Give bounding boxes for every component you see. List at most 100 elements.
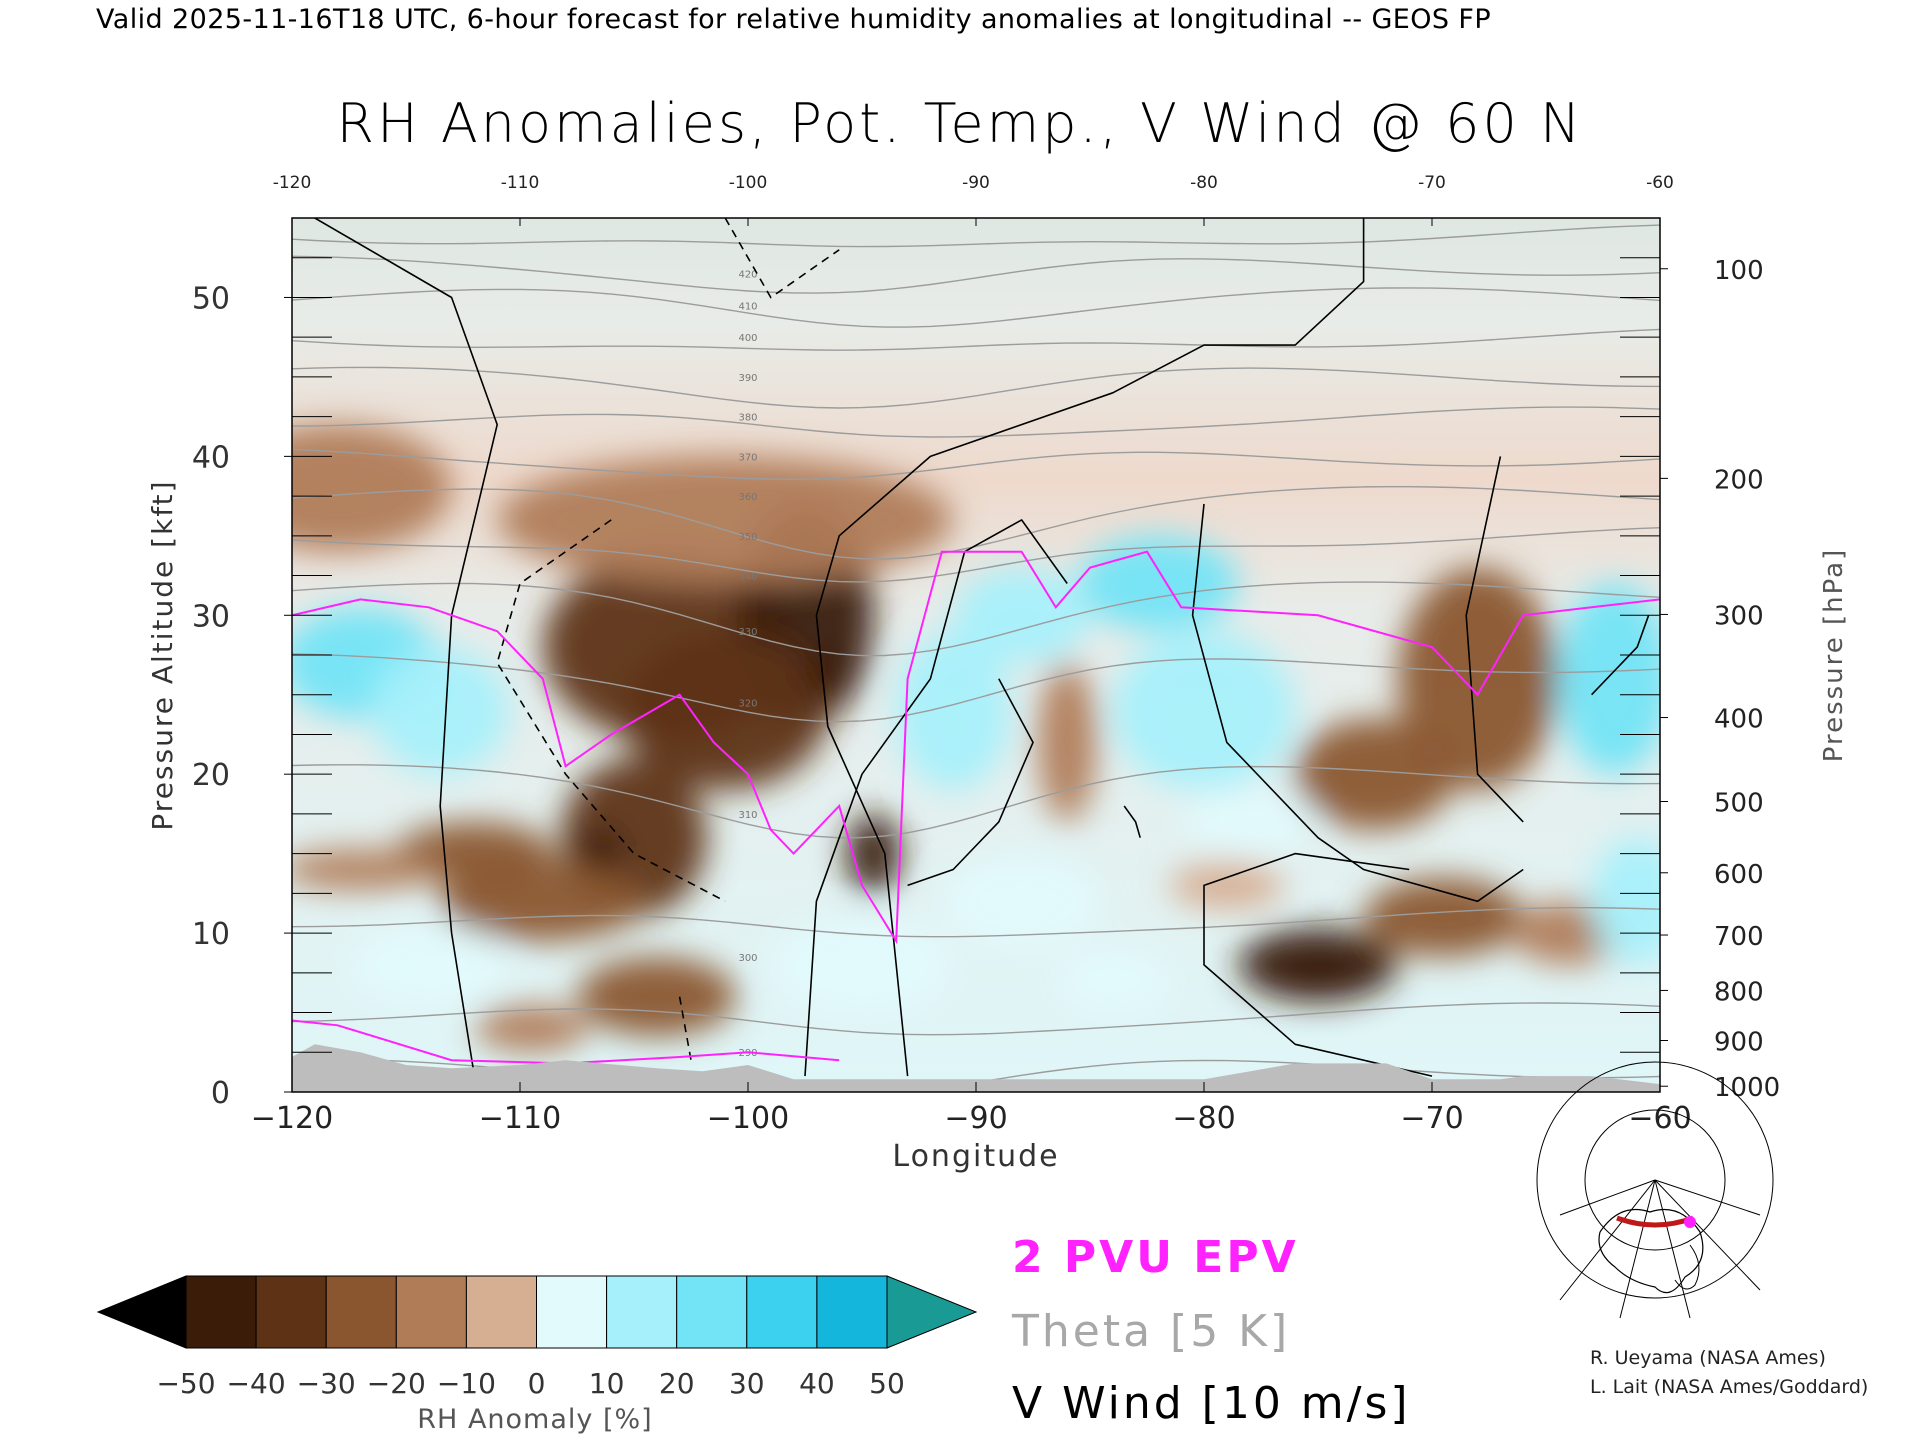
pressure-tick-label: 700: [1714, 922, 1764, 952]
theta-contour-line: [292, 448, 1660, 480]
rh-anomaly-patch: [622, 631, 828, 791]
credit-line-2: L. Lait (NASA Ames/Goddard): [1590, 1376, 1869, 1398]
theta-contour-label: 410: [738, 301, 757, 312]
theta-contour-label: 320: [738, 699, 757, 710]
pressure-tick-label: 800: [1714, 977, 1764, 1007]
colorbar-tick-label: −20: [367, 1367, 426, 1400]
colorbar-segment: [536, 1275, 608, 1349]
colorbar-tick-label: 10: [589, 1367, 625, 1400]
rh-anomaly-patch: [896, 631, 1011, 791]
colorbar-segment: [185, 1275, 257, 1349]
v-wind-negative-contour: [724, 218, 840, 299]
y-tick-label: 10: [192, 917, 230, 952]
rh-anomaly-patch: [349, 925, 509, 1005]
y-tick-label: 40: [192, 440, 230, 475]
colorbar: −50 −40 −30 −20 −10 0 10 20 30 40 50: [96, 1275, 978, 1400]
v-wind-contour-line: [1191, 503, 1524, 903]
theta-contour-label: 400: [738, 333, 757, 344]
theta-contour-label: 390: [738, 373, 757, 384]
v-wind-contour-line: [1591, 615, 1650, 696]
theta-contour-line: [292, 527, 1660, 583]
theta-contour-label: 380: [738, 413, 757, 424]
colorbar-tick-label: −10: [437, 1367, 496, 1400]
theta-contour-line: [292, 224, 1660, 248]
rh-anomaly-patch: [577, 829, 623, 878]
rh-anomaly-patch: [1295, 718, 1455, 830]
x-tick-label: −90: [944, 1101, 1007, 1136]
rh-anomaly-patch: [1272, 960, 1364, 1002]
rh-anomaly-patch: [577, 956, 737, 1037]
v-wind-contour-line: [804, 519, 1068, 1077]
colorbar-segment: [255, 1275, 327, 1349]
v-wind-contour-line: [815, 218, 1365, 1077]
colorbar-segment: [746, 1275, 818, 1349]
rh-anomaly-patch: [292, 848, 441, 891]
theta-contour-label: 290: [738, 1048, 757, 1059]
theta-contour-line: [292, 328, 1660, 351]
colorbar-tick-label: −30: [297, 1367, 356, 1400]
v-wind-contour-line: [1465, 456, 1524, 823]
theta-contour-label: 360: [738, 492, 757, 503]
rh-anomaly-patch: [1037, 662, 1097, 822]
chart-title: RH Anomalies, Pot. Temp., V Wind @ 60 N: [336, 92, 1584, 155]
v-wind-contour-line: [1123, 805, 1141, 838]
pressure-tick-label: 500: [1714, 788, 1764, 818]
colorbar-tick-label: 40: [799, 1367, 835, 1400]
theta-contour-line: [292, 907, 1660, 938]
x-tick-label: −100: [707, 1101, 789, 1136]
top-tick-label: -70: [1418, 173, 1446, 193]
rh-anomaly-patch: [1169, 861, 1284, 910]
credit-line-1: R. Ueyama (NASA Ames): [1590, 1347, 1826, 1369]
rh-anomaly-patch: [1112, 631, 1296, 791]
colorbar-label: RH Anomaly [%]: [417, 1404, 652, 1435]
colorbar-tick-label: 30: [729, 1367, 765, 1400]
axes: −120 -120 −110 -110 −100 -100 −90 -90 −80 -80 −70 -…: [192, 173, 1780, 1136]
x-tick-label: −60: [1628, 1101, 1691, 1136]
theta-legend: Theta [5 K]: [1011, 1306, 1290, 1357]
colorbar-tick-label: −40: [227, 1367, 286, 1400]
x-tick-label: −70: [1400, 1101, 1463, 1136]
y-tick-label: 30: [192, 599, 230, 634]
rh-anomaly-patch: [846, 813, 901, 894]
valid-time-header: Valid 2025-11-16T18 UTC, 6-hour forecast…: [96, 4, 1492, 35]
top-tick-label: -60: [1646, 173, 1674, 193]
plot-area: 2802903003103203303403503603703803904004…: [292, 218, 1660, 1092]
x-tick-label: −110: [479, 1101, 561, 1136]
pressure-axis-label: Pressure [hPa]: [1819, 548, 1849, 763]
rh-anomaly-patch: [292, 424, 452, 552]
top-tick-label: -80: [1190, 173, 1218, 193]
y-tick-label: 50: [192, 281, 230, 316]
y-tick-label: 0: [211, 1076, 230, 1111]
rh-anomaly-patch: [1181, 790, 1318, 854]
colorbar-segment: [676, 1275, 748, 1349]
colorbar-segment: [816, 1275, 888, 1349]
theta-contour-label: 300: [738, 953, 757, 964]
rh-anomaly-patch: [474, 1004, 589, 1053]
theta-contour-label: 310: [738, 810, 757, 821]
rh-anomaly-patch: [1363, 877, 1524, 957]
pressure-tick-label: 200: [1714, 465, 1764, 495]
polar-location-map: [1536, 1061, 1774, 1319]
pressure-tick-label: 1000: [1714, 1073, 1780, 1103]
theta-contour-label: 330: [738, 627, 757, 638]
colorbar-low-arrow: [96, 1275, 187, 1349]
y-axis-label: Pressure Altitude [kft]: [146, 479, 179, 830]
rh-anomaly-patch: [1055, 948, 1170, 1013]
theta-contour-line: [292, 287, 1660, 328]
pressure-tick-label: 900: [1714, 1027, 1764, 1057]
y-tick-label: 20: [192, 758, 230, 793]
rh-anomaly-patch: [953, 567, 1090, 663]
rh-anomaly-patch: [371, 647, 509, 775]
v-wind-negative-contour: [496, 519, 726, 903]
colorbar-segment: [606, 1275, 678, 1349]
rh-anomaly-patch: [1591, 837, 1660, 965]
theta-contour-label: 420: [738, 270, 757, 281]
colorbar-segment: [395, 1275, 467, 1349]
rh-anomaly-patch: [770, 917, 954, 1013]
pressure-tick-label: 600: [1714, 860, 1764, 890]
v-wind-negative-contour: [678, 996, 692, 1061]
theta-contour-line: [292, 1002, 1660, 1036]
theta-contour-label: 340: [738, 571, 757, 582]
colorbar-segment: [465, 1275, 537, 1349]
top-tick-label: -120: [273, 173, 312, 193]
